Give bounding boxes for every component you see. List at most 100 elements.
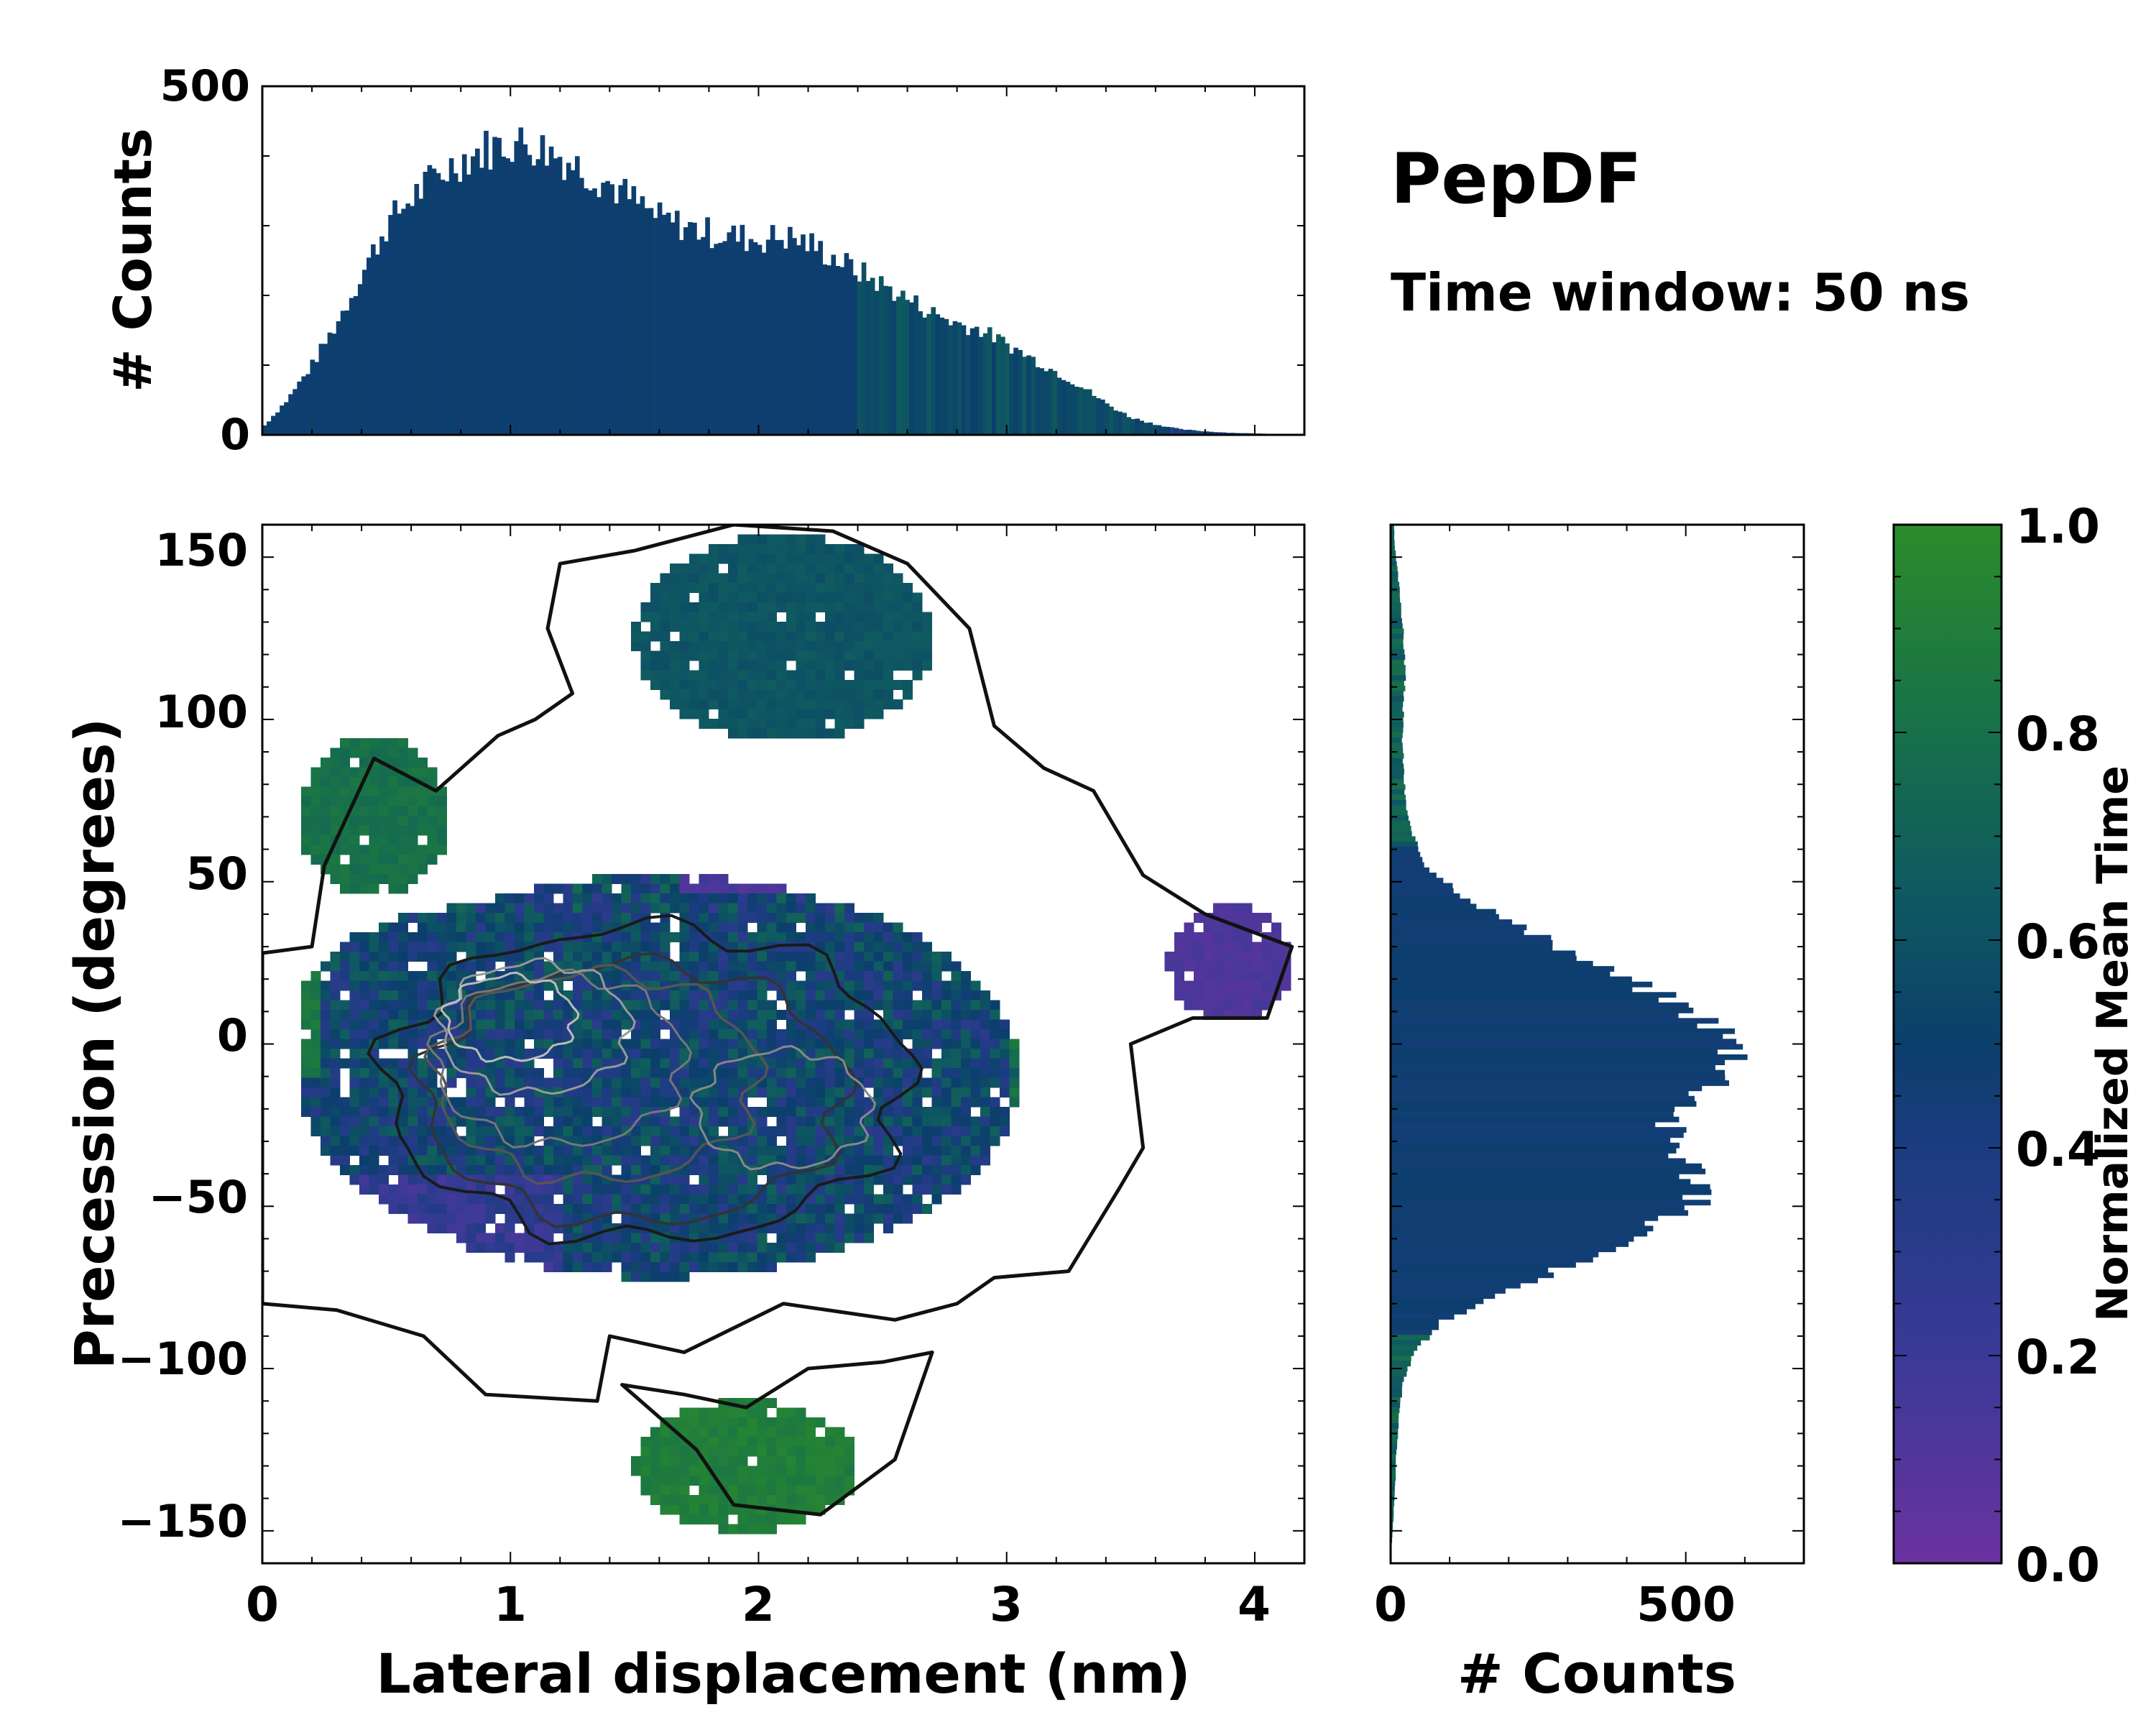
heatmap-cell xyxy=(922,1136,932,1146)
right-histogram-bar xyxy=(1391,924,1527,931)
top-histogram-bar xyxy=(453,173,459,436)
heatmap-cell xyxy=(699,903,709,914)
right-histogram-bar xyxy=(1391,1158,1686,1164)
heatmap-cell xyxy=(621,1262,632,1272)
heatmap-cell xyxy=(883,1194,893,1205)
heatmap-cell xyxy=(767,1466,777,1476)
heatmap-cell xyxy=(699,1087,709,1098)
heatmap-cell xyxy=(349,883,360,894)
heatmap-cell xyxy=(689,1514,699,1524)
heatmap-cell xyxy=(776,1495,787,1505)
heatmap-cell xyxy=(466,1097,476,1108)
heatmap-cell xyxy=(437,1223,447,1233)
heatmap-cell xyxy=(815,719,826,729)
heatmap-cell xyxy=(505,903,515,914)
heatmap-cell xyxy=(699,573,709,584)
heatmap-cell xyxy=(505,990,515,1000)
heatmap-cell xyxy=(621,932,632,942)
heatmap-cell xyxy=(757,612,768,622)
heatmap-cell xyxy=(505,1213,515,1224)
heatmap-cell xyxy=(776,602,787,612)
heatmap-cell xyxy=(660,971,671,981)
heatmap-cell xyxy=(864,573,874,584)
heatmap-cell xyxy=(679,922,690,933)
heatmap-cell xyxy=(737,980,748,991)
heatmap-cell xyxy=(699,719,709,729)
heatmap-cell xyxy=(631,1243,641,1253)
heatmap-cell xyxy=(883,680,893,690)
heatmap-cell xyxy=(515,1116,525,1127)
heatmap-cell xyxy=(737,1476,748,1486)
heatmap-cell xyxy=(602,1252,612,1263)
heatmap-cell xyxy=(883,1058,893,1069)
heatmap-cell xyxy=(650,990,660,1000)
heatmap-cell xyxy=(776,553,787,564)
heatmap-cell xyxy=(844,709,854,719)
heatmap-cell xyxy=(495,1058,505,1069)
heatmap-cell xyxy=(640,602,651,612)
heatmap-cell xyxy=(970,1039,981,1049)
heatmap-cell xyxy=(815,1194,826,1205)
heatmap-cell xyxy=(737,1485,748,1496)
heatmap-cell xyxy=(534,1039,544,1049)
heatmap-cell xyxy=(446,942,457,952)
top-histogram-bar xyxy=(748,239,754,435)
right-histogram-bar xyxy=(1391,1417,1399,1424)
heatmap-cell xyxy=(359,980,369,991)
heatmap-cell xyxy=(418,1068,428,1078)
colorbar-tick-label-0.4: 0.4 xyxy=(2016,1122,2100,1177)
heatmap-cell xyxy=(864,661,874,671)
heatmap-cell xyxy=(757,1476,768,1486)
heatmap-cell xyxy=(718,544,729,554)
heatmap-cell xyxy=(1194,913,1204,923)
heatmap-cell xyxy=(398,864,408,875)
heatmap-cell xyxy=(650,893,660,903)
heatmap-cell xyxy=(718,971,729,981)
heatmap-cell xyxy=(990,1136,1000,1146)
heatmap-cell xyxy=(553,1165,563,1175)
right-histogram-bar xyxy=(1391,561,1397,567)
heatmap-cell xyxy=(844,699,854,709)
heatmap-cell xyxy=(767,553,777,564)
top-histogram-bar xyxy=(809,233,814,435)
right-histogram-bar xyxy=(1391,987,1633,993)
heatmap-cell xyxy=(621,1194,632,1205)
heatmap-cell xyxy=(767,961,777,972)
heatmap-cell xyxy=(582,1262,593,1272)
heatmap-cell xyxy=(427,1058,438,1069)
right-histogram-bar xyxy=(1391,1356,1411,1361)
heatmap-cell xyxy=(485,932,496,942)
heatmap-cell xyxy=(825,1204,835,1214)
right-histogram-bar xyxy=(1391,883,1453,889)
heatmap-cell xyxy=(834,1437,845,1447)
heatmap-cell xyxy=(602,952,612,962)
heatmap-cell xyxy=(563,1077,573,1088)
heatmap-cell xyxy=(747,1407,757,1418)
right-histogram-bar xyxy=(1391,1028,1735,1034)
heatmap-cell xyxy=(398,1204,408,1214)
heatmap-cell xyxy=(990,1068,1000,1078)
heatmap-cell xyxy=(640,1446,651,1457)
heatmap-cell xyxy=(931,1165,942,1175)
top-histogram-bar xyxy=(349,298,354,435)
heatmap-cell xyxy=(931,1000,942,1011)
heatmap-cell xyxy=(543,1243,554,1253)
heatmap-cell xyxy=(931,1116,942,1127)
heatmap-cell xyxy=(903,1194,913,1205)
heatmap-cell xyxy=(980,1116,990,1127)
heatmap-cell xyxy=(786,1087,796,1098)
heatmap-cell xyxy=(873,661,884,671)
heatmap-cell xyxy=(776,1126,787,1136)
right-histogram-bar xyxy=(1391,1319,1439,1325)
heatmap-cell xyxy=(737,573,748,584)
heatmap-cell xyxy=(379,942,389,952)
heatmap-cell xyxy=(1194,961,1204,972)
heatmap-cell xyxy=(699,913,709,923)
heatmap-cell xyxy=(747,1184,757,1195)
heatmap-cell xyxy=(359,1068,369,1078)
right-histogram-bar xyxy=(1391,1443,1397,1450)
heatmap-cell xyxy=(709,961,719,972)
heatmap-cell xyxy=(650,1010,660,1020)
ytick-label-0: 0 xyxy=(217,1009,248,1062)
heatmap-cell xyxy=(563,1146,573,1156)
